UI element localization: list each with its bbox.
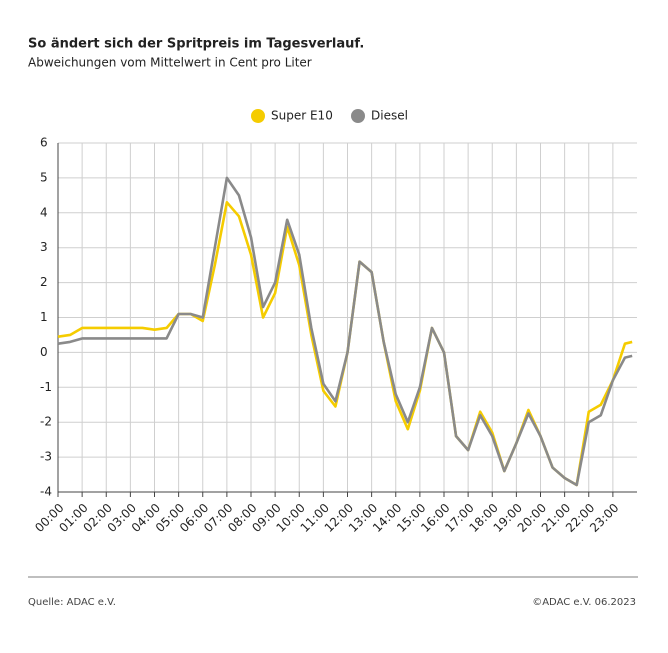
y-tick-label: -2 — [40, 415, 52, 429]
legend-label: Super E10 — [271, 109, 333, 123]
y-tick-label: -4 — [40, 485, 52, 499]
legend-swatch — [251, 109, 265, 123]
y-tick-label: 2 — [40, 275, 48, 289]
series-line — [57, 201, 633, 487]
y-tick-label: 3 — [40, 240, 48, 254]
y-tick-label: 5 — [40, 170, 48, 184]
y-tick-label: 1 — [40, 310, 48, 324]
y-tick-label: 0 — [40, 345, 48, 359]
chart-title: So ändert sich der Spritpreis im Tagesve… — [28, 37, 364, 52]
y-tick-label: -1 — [40, 380, 52, 394]
y-tick-label: 6 — [40, 136, 48, 150]
source: Quelle: ADAC e.V. — [28, 597, 116, 608]
copyright: ©ADAC e.V. 06.2023 — [532, 597, 636, 608]
y-tick-label: 4 — [40, 205, 48, 219]
legend-swatch — [351, 109, 365, 123]
chart-subtitle: Abweichungen vom Mittelwert in Cent pro … — [28, 56, 312, 70]
series-line — [57, 176, 633, 487]
legend-label: Diesel — [371, 109, 408, 123]
y-tick-label: -3 — [40, 450, 52, 464]
